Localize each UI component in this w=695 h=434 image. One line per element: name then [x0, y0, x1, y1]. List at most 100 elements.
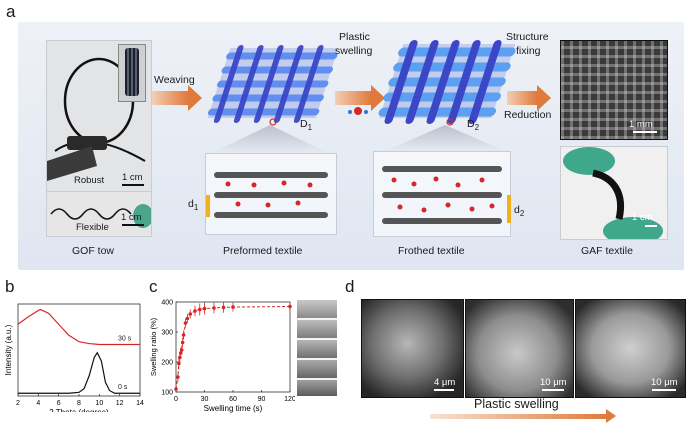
- scale-bar: [122, 224, 144, 226]
- gof-tow-caption: GOF tow: [72, 245, 115, 257]
- y-axis-label: Intensity (a.u.): [4, 324, 13, 375]
- x-axis-label: Swelling time (s): [204, 404, 263, 413]
- x-tick-label: 12: [116, 400, 124, 407]
- data-point: [212, 306, 216, 310]
- sem-scale-label-3: 10 μm: [651, 377, 678, 388]
- swelling-arrow-head: [371, 85, 385, 111]
- plot-frame: [17, 303, 141, 397]
- dl2-letter: d: [514, 204, 520, 216]
- data-point: [183, 321, 188, 325]
- d1-letter: D: [300, 118, 308, 130]
- xrd-chart: 30 s 0 s 2 4 6 8 10 12 14 2 Theta (degree) Intensi…: [4, 303, 144, 412]
- scale-bar: [122, 184, 144, 186]
- x-tick-label: 120: [284, 396, 295, 403]
- series-line-0: [17, 308, 140, 346]
- data-point: [197, 307, 202, 312]
- structure-label: Structure: [506, 31, 549, 43]
- d2-arrow: [507, 195, 511, 223]
- y-axis-label: Swelling ratio (%): [150, 317, 158, 376]
- x-tick-label: 30: [201, 396, 209, 403]
- water-molecule-icon: [346, 104, 370, 123]
- reduction-label: Reduction: [504, 109, 552, 121]
- plastic-swelling-arrow-head: [606, 409, 616, 423]
- weaving-arrow-shaft: [152, 91, 188, 105]
- x-tick-label: 0: [174, 396, 178, 403]
- data-point: [176, 375, 180, 379]
- weaving-label: Weaving: [154, 74, 195, 86]
- swelling-photo-strip: [297, 300, 337, 396]
- scale-bar-label: 1 cm: [122, 172, 143, 183]
- data-point: [288, 304, 292, 309]
- d1-sub: 1: [307, 123, 313, 133]
- data-point: [174, 387, 178, 391]
- gaf-caption: GAF textile: [581, 245, 633, 257]
- preformed-weave-illustration: [205, 40, 340, 130]
- gof-tow-flexible-photo: [46, 191, 153, 237]
- frothed-caption: Frothed textile: [398, 245, 465, 257]
- frothed-weave-illustration: [378, 36, 518, 131]
- fixing-label: fixing: [516, 45, 541, 57]
- d2-sub: 2: [474, 123, 480, 133]
- y-tick-label: 100: [161, 390, 173, 397]
- sem-scale-label-2: 10 μm: [540, 377, 567, 388]
- data-point: [181, 333, 186, 337]
- data-point: [179, 348, 184, 352]
- x-tick-label: 90: [258, 396, 266, 403]
- data-point: [188, 312, 193, 316]
- plastic-swelling-arrow-shaft: [430, 414, 608, 419]
- swelling-arrow-shaft: [335, 91, 371, 105]
- sem-image-1: [361, 299, 464, 398]
- d1-label: D1: [300, 118, 312, 132]
- scale-bar: [434, 389, 454, 391]
- d1-arrow: [206, 195, 210, 217]
- plot-frame: [175, 301, 291, 393]
- y-tick-label: 400: [161, 300, 173, 307]
- plastic-label: Plastic: [339, 31, 370, 43]
- flexible-wave-drawing: [50, 204, 153, 228]
- series-line-1: [18, 351, 140, 394]
- y-tick-label: 300: [161, 330, 173, 337]
- gof-inset-photo: [118, 44, 146, 102]
- data-point: [193, 309, 197, 313]
- graphene-layer: [382, 166, 502, 224]
- dl1-sub: 1: [193, 203, 199, 213]
- scale-bar: [652, 389, 676, 391]
- robust-label: Robust: [74, 175, 105, 186]
- x-tick-label: 14: [136, 400, 144, 407]
- gaf-microscopy-photo: [560, 40, 668, 140]
- plastic-swelling-caption: Plastic swelling: [474, 397, 559, 411]
- x-axis-label: 2 Theta (degree): [49, 408, 109, 412]
- preformed-caption: Preformed textile: [223, 245, 303, 257]
- data-point: [180, 340, 185, 345]
- x-tick-label: 8: [77, 400, 81, 407]
- x-tick-label: 2: [16, 400, 20, 407]
- series-label: 0 s: [118, 384, 128, 391]
- robust-loop-drawing: [47, 57, 146, 181]
- swelling-chart: 0 30 60 90 120 100 200 300 400 Swelling time (s) S…: [150, 300, 295, 414]
- y-tick-label: 200: [161, 360, 173, 367]
- panel-c-letter: c: [149, 277, 158, 296]
- x-tick-label: 6: [57, 400, 61, 407]
- scale-bar-label: 1 mm: [629, 119, 653, 130]
- x-tick-label: 4: [36, 400, 40, 407]
- x-tick-label: 10: [95, 400, 103, 407]
- data-point: [202, 306, 207, 311]
- reduction-arrow-shaft: [507, 91, 537, 105]
- panel-d-letter: d: [345, 277, 355, 296]
- frothed-layers-box: [373, 151, 511, 237]
- swelling-label: swelling: [335, 45, 373, 57]
- scale-bar: [542, 389, 564, 391]
- preformed-layers-box: [205, 153, 337, 235]
- scale-bar-label: 1 cm: [121, 212, 142, 223]
- data-point: [221, 305, 226, 310]
- scale-bar: [645, 225, 657, 227]
- data-point: [185, 316, 190, 321]
- scale-bar-label: 1 cm: [632, 212, 653, 223]
- flexible-label: Flexible: [76, 222, 109, 233]
- data-point: [231, 305, 235, 309]
- graphene-layer: [214, 172, 328, 218]
- dl1-letter: d: [188, 198, 194, 210]
- d2-label: D2: [467, 118, 479, 132]
- reduction-arrow-head: [537, 85, 551, 111]
- x-tick-label: 60: [229, 396, 237, 403]
